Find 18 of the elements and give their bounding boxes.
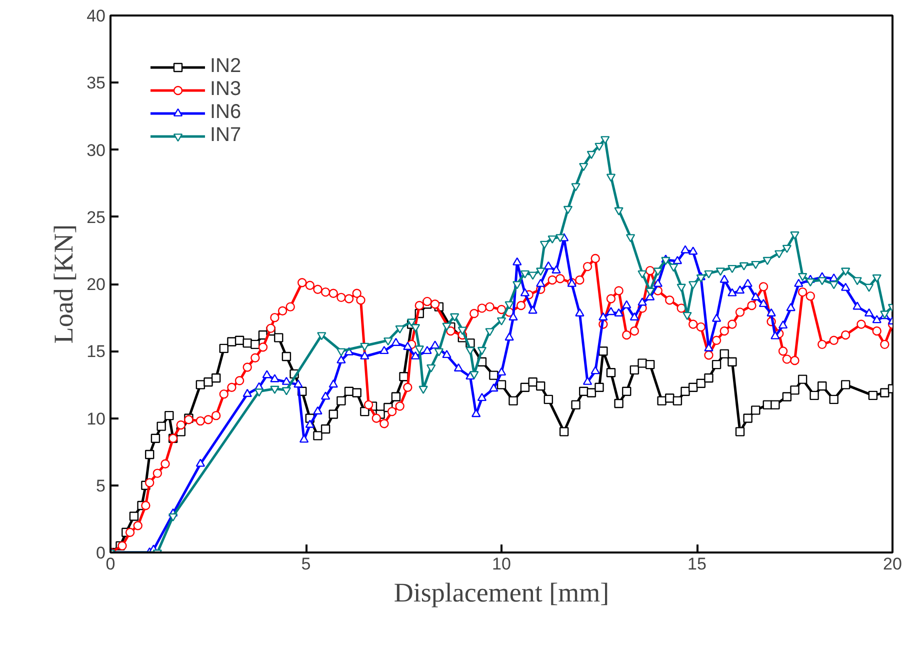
- y-tick-label: 20: [86, 275, 106, 294]
- legend-label: IN6: [210, 101, 242, 124]
- y-tick-label: 30: [86, 140, 106, 160]
- x-tick-label: 5: [301, 554, 311, 574]
- x-tick-label: 20: [883, 554, 902, 574]
- y-axis-title: Load [KN]: [48, 224, 79, 344]
- y-tick-label: 25: [86, 208, 106, 227]
- x-axis-title: Displacement [mm]: [394, 578, 610, 608]
- legend-label: IN2: [210, 55, 242, 78]
- legend-label: IN7: [210, 124, 242, 147]
- y-tick-label: 5: [96, 476, 106, 496]
- y-tick-label: 40: [86, 6, 106, 26]
- y-tick-label: 35: [86, 74, 106, 93]
- legend-label: IN3: [210, 78, 242, 101]
- y-tick-label: 15: [86, 342, 106, 362]
- x-tick-label: 15: [688, 554, 706, 574]
- x-tick-label: 10: [492, 554, 511, 574]
- y-tick-label: 10: [86, 409, 106, 428]
